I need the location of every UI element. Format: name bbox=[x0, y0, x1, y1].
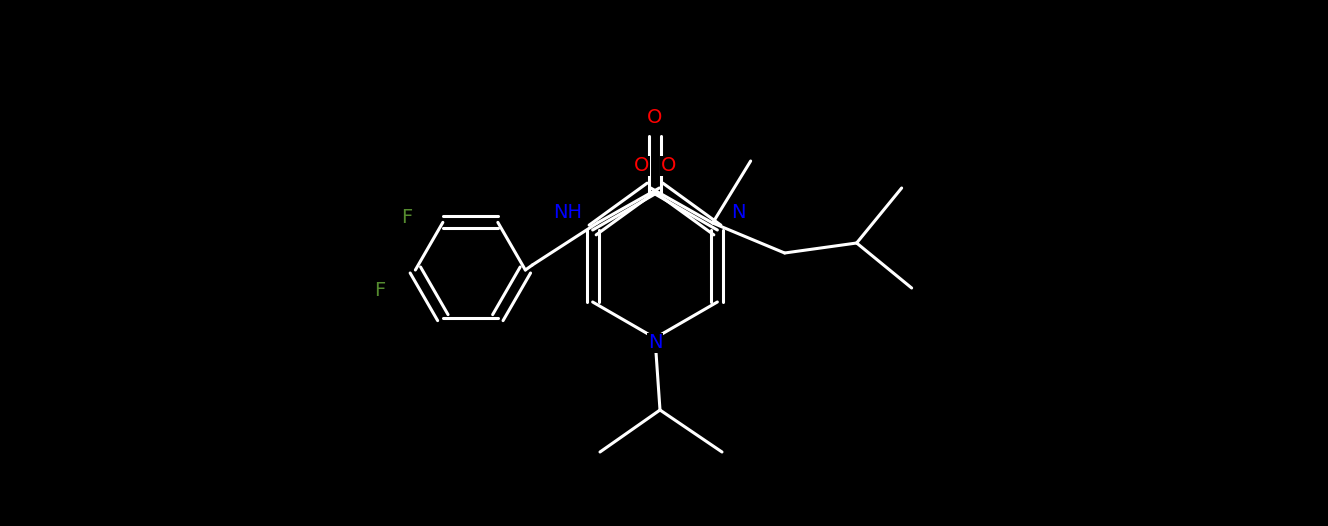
Text: N: N bbox=[730, 204, 745, 222]
Text: O: O bbox=[647, 108, 663, 127]
Text: F: F bbox=[374, 280, 385, 299]
Text: O: O bbox=[661, 157, 676, 176]
Text: N: N bbox=[648, 333, 663, 352]
Text: NH: NH bbox=[554, 204, 583, 222]
Text: F: F bbox=[401, 208, 413, 227]
Text: O: O bbox=[633, 157, 649, 176]
